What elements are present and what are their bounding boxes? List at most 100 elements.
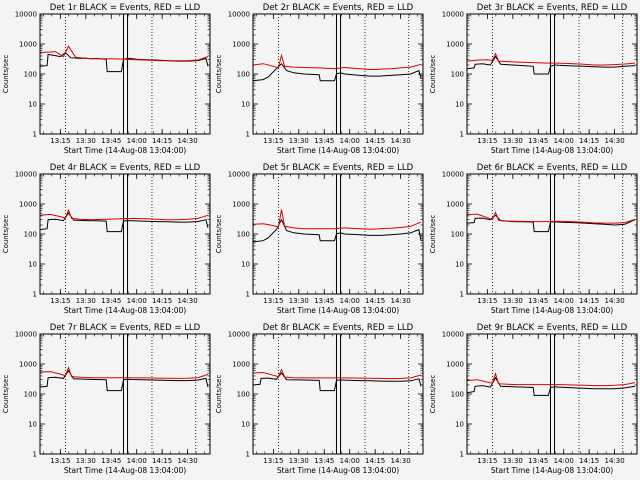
y-tick-label: 100	[24, 391, 37, 399]
y-tick-label: 10000	[228, 11, 250, 19]
x-tick-label: 14:00	[127, 457, 147, 465]
x-tick-label: 13:30	[76, 297, 96, 305]
x-tick-label: 14:15	[579, 297, 599, 305]
x-tick-label: 14:30	[391, 457, 411, 465]
plot-frame	[252, 13, 424, 135]
detector-panel-7: Det 7r BLACK = Events, RED = LLD Counts/s…	[2, 323, 211, 475]
x-tick-label: 13:45	[528, 137, 548, 145]
x-tick-label: 14:30	[605, 297, 625, 305]
lld-series-line	[466, 371, 636, 387]
plot-frame	[466, 333, 638, 455]
y-tick-label: 100	[237, 391, 250, 399]
y-tick-label: 1	[246, 131, 250, 139]
y-tick-label: 1000	[232, 41, 250, 49]
x-tick-label: 14:15	[152, 457, 172, 465]
y-tick-label: 10	[455, 101, 464, 109]
x-tick-label: 14:00	[340, 457, 360, 465]
detector-panel-3: Det 3r BLACK = Events, RED = LLD Counts/s…	[429, 3, 638, 155]
plot-frame	[39, 333, 211, 455]
y-tick-label: 10	[455, 261, 464, 269]
x-tick-label: 14:15	[152, 297, 172, 305]
y-tick-label: 10000	[228, 171, 250, 179]
y-tick-label: 100	[24, 231, 37, 239]
x-tick-label: 13:45	[314, 297, 334, 305]
y-tick-label: 1	[246, 291, 250, 299]
x-tick-label: 13:15	[50, 457, 70, 465]
panel-title: Det 7r BLACK = Events, RED = LLD	[50, 323, 201, 333]
x-tick-label: 14:00	[340, 297, 360, 305]
y-tick-label: 100	[24, 71, 37, 79]
x-tick-label: 13:30	[289, 137, 309, 145]
detector-panel-4: Det 4r BLACK = Events, RED = LLD Counts/s…	[2, 163, 211, 315]
y-tick-label: 1000	[19, 361, 37, 369]
x-tick-label: 14:30	[178, 297, 198, 305]
x-axis-label: Start Time (14-Aug-08 13:04:00)	[491, 146, 613, 155]
x-tick-label: 13:30	[76, 137, 96, 145]
x-tick-label: 13:45	[314, 457, 334, 465]
x-tick-label: 13:15	[263, 137, 283, 145]
y-tick-label: 1	[33, 451, 37, 459]
lld-series-line	[39, 45, 209, 62]
y-tick-label: 10	[28, 261, 37, 269]
events-series-line	[466, 214, 636, 233]
y-tick-label: 100	[451, 391, 464, 399]
x-tick-label: 13:15	[263, 297, 283, 305]
y-tick-label: 1000	[232, 361, 250, 369]
x-axis-label: Start Time (14-Aug-08 13:04:00)	[491, 466, 613, 475]
y-tick-label: 100	[237, 231, 250, 239]
x-axis-label: Start Time (14-Aug-08 13:04:00)	[64, 466, 186, 475]
y-axis-label: Counts/sec	[429, 375, 437, 414]
y-tick-label: 10000	[15, 331, 37, 339]
lld-series-line	[466, 211, 636, 224]
x-axis-label: Start Time (14-Aug-08 13:04:00)	[491, 306, 613, 315]
y-tick-label: 1000	[446, 201, 464, 209]
panel-title: Det 2r BLACK = Events, RED = LLD	[263, 3, 414, 13]
x-tick-label: 13:45	[528, 457, 548, 465]
x-tick-label: 13:45	[528, 297, 548, 305]
events-series-line	[466, 55, 636, 75]
x-tick-label: 14:00	[554, 297, 574, 305]
y-tick-label: 1	[33, 291, 37, 299]
y-tick-label: 10000	[15, 11, 37, 19]
x-tick-label: 14:15	[365, 297, 385, 305]
lld-series-line	[39, 208, 209, 221]
y-tick-label: 10000	[15, 171, 37, 179]
detector-panel-5: Det 5r BLACK = Events, RED = LLD Counts/s…	[215, 163, 424, 315]
panel-title: Det 3r BLACK = Events, RED = LLD	[477, 3, 628, 13]
y-tick-label: 1000	[446, 41, 464, 49]
lld-series-line	[252, 368, 422, 380]
lld-series-line	[466, 52, 636, 66]
x-tick-label: 13:30	[503, 457, 523, 465]
y-axis-label: Counts/sec	[215, 55, 223, 94]
y-tick-label: 10000	[442, 11, 464, 19]
y-axis-label: Counts/sec	[2, 375, 10, 414]
y-tick-label: 100	[237, 71, 250, 79]
lld-series-line	[252, 53, 422, 71]
x-tick-label: 14:15	[579, 137, 599, 145]
panel-title: Det 1r BLACK = Events, RED = LLD	[50, 3, 201, 13]
y-axis-label: Counts/sec	[215, 375, 223, 414]
x-tick-label: 14:30	[391, 137, 411, 145]
events-series-line	[466, 376, 636, 396]
x-axis-label: Start Time (14-Aug-08 13:04:00)	[64, 146, 186, 155]
y-tick-label: 1	[460, 131, 464, 139]
x-tick-label: 13:15	[477, 297, 497, 305]
plot-frame	[252, 333, 424, 455]
plot-frame	[39, 13, 211, 135]
x-tick-label: 13:30	[289, 297, 309, 305]
plot-frame	[466, 13, 638, 135]
y-axis-label: Counts/sec	[429, 55, 437, 94]
events-series-line	[39, 369, 209, 392]
x-tick-label: 13:15	[263, 457, 283, 465]
y-axis-label: Counts/sec	[429, 215, 437, 254]
lld-series-line	[252, 209, 422, 230]
x-tick-label: 13:45	[314, 137, 334, 145]
x-tick-label: 13:15	[50, 137, 70, 145]
x-tick-label: 14:15	[152, 137, 172, 145]
y-axis-label: Counts/sec	[2, 55, 10, 94]
y-tick-label: 10	[28, 101, 37, 109]
x-tick-label: 14:30	[178, 457, 198, 465]
x-tick-label: 13:15	[477, 457, 497, 465]
y-tick-label: 100	[451, 71, 464, 79]
